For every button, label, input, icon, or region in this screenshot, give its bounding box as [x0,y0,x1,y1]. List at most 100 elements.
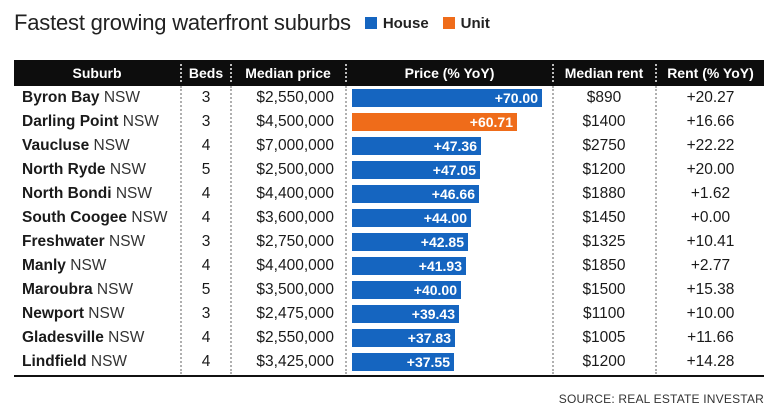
median-rent-cell: $1450 [582,209,626,226]
table-row: Newport NSW 3 $2,475,000 $1100 +10.00 [14,302,764,326]
price-yoy-label: +47.36 [434,138,477,154]
rent-yoy-cell: +2.77 [690,257,731,274]
price-yoy-bar [352,281,461,299]
price-yoy-label: +39.43 [412,306,455,322]
header-price-yoy: Price (% YoY) [404,65,495,81]
suburb-name: Maroubra [22,281,93,298]
rent-yoy-cell: +10.00 [686,305,735,322]
suburb-state: NSW [99,89,140,106]
price-yoy-bar [352,305,459,323]
price-yoy-bar [352,113,517,131]
bottom-rule [14,375,764,377]
price-yoy-bar [352,353,454,371]
suburb-state: NSW [92,281,134,298]
median-price-cell: $4,400,000 [256,257,334,274]
column-divider [180,86,182,374]
suburb-cell: Manly NSW [22,254,178,278]
median-rent-cell: $1100 [583,305,625,322]
price-yoy-label: +37.83 [408,330,451,346]
suburb-cell: Lindfield NSW [22,350,178,374]
beds-cell: 5 [201,281,211,298]
beds-cell: 5 [201,161,211,178]
median-price-cell: $2,550,000 [256,329,334,346]
table-row: South Coogee NSW 4 $3,600,000 $1450 +0.00 [14,206,764,230]
column-divider [655,86,657,374]
median-price-cell: $3,500,000 [256,281,334,298]
beds-cell: 4 [201,137,211,154]
beds-cell: 3 [201,113,211,130]
header-divider [230,64,232,82]
suburb-cell: Freshwater NSW [22,230,178,254]
price-yoy-bar [352,209,471,227]
suburb-cell: Newport NSW [22,302,178,326]
suburb-name: Gladesville [22,329,104,346]
rent-yoy-cell: +22.22 [686,137,735,154]
median-rent-cell: $890 [586,89,622,106]
suburb-name: Darling Point [22,113,119,130]
price-yoy-bar [352,233,468,251]
table-row: Byron Bay NSW 3 $2,550,000 $890 +20.27 [14,86,764,110]
price-yoy-label: +42.85 [421,234,464,250]
beds-cell: 3 [201,305,211,322]
suburb-cell: Gladesville NSW [22,326,178,350]
price-yoy-label: +44.00 [424,210,467,226]
suburb-state: NSW [84,305,125,322]
suburb-cell: North Bondi NSW [22,182,178,206]
median-rent-cell: $1400 [582,113,626,130]
beds-cell: 4 [201,257,211,274]
suburb-state: NSW [127,209,168,226]
suburb-name: Byron Bay [22,89,100,106]
beds-cell: 4 [201,185,211,202]
rent-yoy-cell: +14.28 [686,353,735,370]
table-body: +70.00 +60.71 +47.36 +47.05 +46.66 +44.00 +42.… [14,86,764,374]
suburb-state: NSW [89,137,130,154]
header-median-price: Median price [245,65,331,81]
data-table: Suburb Beds Median price Price (% YoY) M… [14,60,764,374]
median-price-cell: $2,550,000 [256,89,334,106]
suburb-cell: Byron Bay NSW [22,86,178,110]
header-rent-yoy: Rent (% YoY) [667,65,754,81]
suburb-state: NSW [111,185,153,202]
price-yoy-label: +70.00 [495,90,538,106]
suburb-name: North Bondi [22,185,112,202]
table-row: Maroubra NSW 5 $3,500,000 $1500 +15.38 [14,278,764,302]
rent-yoy-cell: +16.66 [686,113,735,130]
median-rent-cell: $1850 [582,257,626,274]
rent-yoy-cell: +20.27 [686,89,735,106]
rent-yoy-cell: +20.00 [686,161,735,178]
beds-cell: 4 [201,209,211,226]
median-rent-cell: $1325 [582,233,626,250]
median-price-cell: $3,425,000 [256,353,334,370]
table-row: Lindfield NSW 4 $3,425,000 $1200 +14.28 [14,350,764,374]
median-price-cell: $3,600,000 [256,209,334,226]
header-beds: Beds [188,65,224,81]
table-row: North Ryde NSW 5 $2,500,000 $1200 +20.00 [14,158,764,182]
median-rent-cell: $1200 [582,353,626,370]
price-yoy-bar [352,137,481,155]
suburb-cell: Darling Point NSW [22,110,178,134]
median-price-cell: $2,475,000 [256,305,334,322]
table-row: Darling Point NSW 3 $4,500,000 $1400 +16.66 [14,110,764,134]
legend-unit-label: Unit [460,14,490,32]
chart-title: Fastest growing waterfront suburbs [14,10,351,35]
legend-house: House [364,14,429,32]
suburb-name: Vaucluse [22,137,90,154]
beds-cell: 3 [201,89,211,106]
suburb-state: NSW [105,161,147,178]
header-divider [180,64,182,82]
price-yoy-label: +40.00 [414,282,457,298]
table-row: Vaucluse NSW 4 $7,000,000 $2750 +22.22 [14,134,764,158]
price-yoy-bar [352,329,455,347]
median-rent-cell: $2750 [582,137,626,154]
table-header: Suburb Beds Median price Price (% YoY) M… [14,60,764,86]
price-yoy-label: +60.71 [470,114,513,130]
suburb-state: NSW [103,329,145,346]
median-price-cell: $2,500,000 [256,161,334,178]
price-yoy-bar [352,185,479,203]
header-median-rent: Median rent [564,65,644,81]
legend-unit: Unit [442,14,490,32]
rent-yoy-cell: +11.66 [687,329,734,346]
suburb-cell: North Ryde NSW [22,158,178,182]
legend-house-label: House [382,14,429,32]
legend-unit-swatch [442,17,455,29]
